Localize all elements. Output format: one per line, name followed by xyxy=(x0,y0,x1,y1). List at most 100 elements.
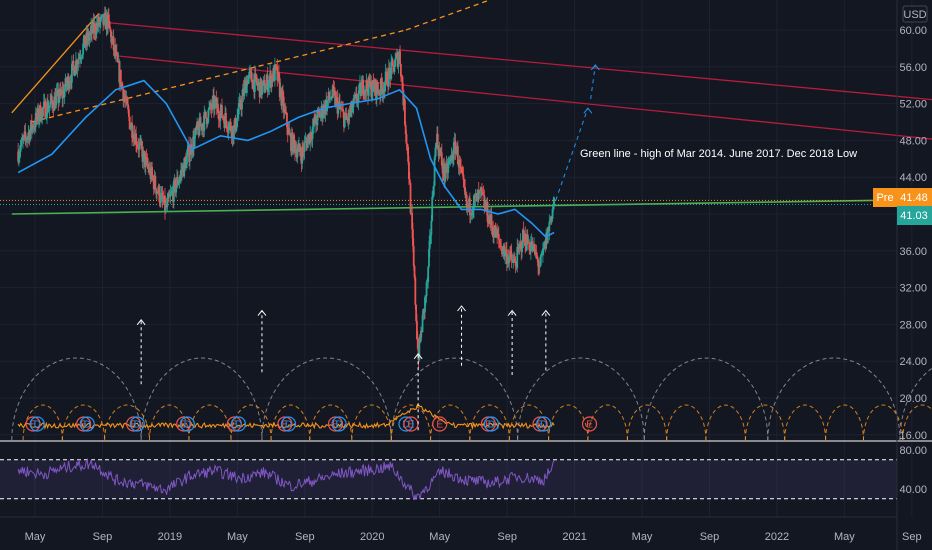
candle-body xyxy=(501,251,504,255)
candle-body xyxy=(362,79,365,95)
dividend-marker-label: D xyxy=(335,420,342,431)
candle-body xyxy=(459,159,462,168)
candle-body xyxy=(65,78,68,87)
dividend-marker[interactable] xyxy=(280,416,297,432)
candle-body xyxy=(403,99,406,125)
trendline-projection-1[interactable] xyxy=(555,108,589,201)
trendline-red-upper[interactable] xyxy=(107,21,932,101)
dividend-marker[interactable] xyxy=(79,416,95,432)
candle-body xyxy=(388,67,391,72)
candle-body xyxy=(160,193,162,203)
trendline-red-lower[interactable] xyxy=(115,55,932,141)
candle-body xyxy=(100,15,103,17)
candle-body xyxy=(462,174,465,180)
earnings-marker[interactable] xyxy=(277,416,293,432)
candle-body xyxy=(63,89,66,97)
earnings-marker[interactable] xyxy=(480,416,496,432)
candle-body xyxy=(180,170,182,175)
trendline-projection-2[interactable] xyxy=(590,64,596,100)
candle-body xyxy=(58,88,61,100)
trendline-orange-dashed-ext[interactable] xyxy=(405,0,560,31)
candle-body xyxy=(188,145,190,162)
candle-body xyxy=(521,247,523,253)
candle-body xyxy=(263,80,266,93)
earnings-marker[interactable] xyxy=(25,416,41,432)
dividend-marker-label: D xyxy=(285,420,292,431)
candle-body xyxy=(493,233,495,238)
earnings-marker-label: E xyxy=(80,420,87,431)
candle-body xyxy=(393,66,396,72)
earnings-marker[interactable] xyxy=(432,416,448,432)
candle-body xyxy=(333,89,336,92)
candle-body xyxy=(253,73,256,93)
candle-body xyxy=(20,139,23,147)
time-tick-label: Sep xyxy=(497,531,517,543)
candle-body xyxy=(427,266,430,283)
candle-body xyxy=(239,99,242,108)
dividend-marker[interactable] xyxy=(483,416,499,432)
dividend-marker[interactable] xyxy=(331,416,347,432)
candle-body xyxy=(114,45,117,56)
candle-body xyxy=(284,108,287,113)
candle-body xyxy=(431,196,434,221)
candle-body xyxy=(553,197,556,206)
trendline-orange-dashed[interactable] xyxy=(31,29,407,123)
candle-body xyxy=(370,81,373,97)
candle-body xyxy=(264,89,267,93)
trendline-orange-solid[interactable] xyxy=(11,13,100,114)
candle-body xyxy=(72,60,75,67)
candle-body xyxy=(517,247,520,249)
candle-body xyxy=(479,189,482,192)
candle-body xyxy=(440,152,443,166)
price-tick-label: 32.00 xyxy=(899,283,927,295)
earnings-marker[interactable] xyxy=(126,416,142,432)
pre-badge-label: Pre xyxy=(876,192,893,204)
candle-body xyxy=(376,82,379,90)
candle-body xyxy=(147,165,150,168)
candle-body xyxy=(34,112,37,128)
candle-body xyxy=(191,152,194,155)
earnings-marker[interactable] xyxy=(581,416,598,432)
dividend-marker[interactable] xyxy=(129,416,145,432)
earnings-marker[interactable] xyxy=(532,416,548,432)
large-cycle-arc xyxy=(767,357,901,441)
currency-button[interactable] xyxy=(902,5,928,23)
time-tick-label: 2022 xyxy=(765,531,789,543)
candle-body xyxy=(345,113,348,120)
earnings-marker[interactable] xyxy=(327,416,344,432)
candle-body xyxy=(168,194,170,197)
candle-body xyxy=(406,143,409,147)
dividend-marker[interactable] xyxy=(29,416,45,432)
earnings-marker-label: E xyxy=(130,420,137,431)
candle-body xyxy=(407,146,410,162)
candle-body xyxy=(311,127,314,139)
candle-body xyxy=(179,174,182,180)
candle-body xyxy=(186,150,189,157)
earnings-dividend-markers[interactable]: ED ED ED ED ED ED ED DE E ED ED E xyxy=(25,416,598,432)
candle-body xyxy=(497,234,500,240)
candle-body xyxy=(301,146,304,164)
candle-body xyxy=(391,60,394,66)
price-tick-label: 16.00 xyxy=(899,430,927,442)
candle-body xyxy=(537,259,539,267)
small-cycle-arc xyxy=(587,404,628,441)
candle-body xyxy=(123,96,126,100)
dividend-marker[interactable] xyxy=(179,416,195,432)
time-tick-label: Sep xyxy=(295,531,315,543)
earnings-marker[interactable] xyxy=(76,416,92,432)
earnings-marker[interactable] xyxy=(226,416,242,432)
dividend-marker[interactable] xyxy=(230,416,247,432)
oscillator-tick-label: 40.00 xyxy=(899,484,927,496)
candle-body xyxy=(416,338,419,349)
dividend-marker[interactable] xyxy=(398,416,414,432)
small-cycle-arc xyxy=(862,404,904,441)
candle-body xyxy=(384,71,387,84)
candle-body xyxy=(50,95,53,102)
candle-body xyxy=(447,164,450,173)
candle-body xyxy=(176,176,179,185)
dividend-marker[interactable] xyxy=(536,416,552,432)
earnings-marker[interactable] xyxy=(176,416,192,432)
candle-body xyxy=(541,253,544,255)
candle-body xyxy=(119,69,122,88)
